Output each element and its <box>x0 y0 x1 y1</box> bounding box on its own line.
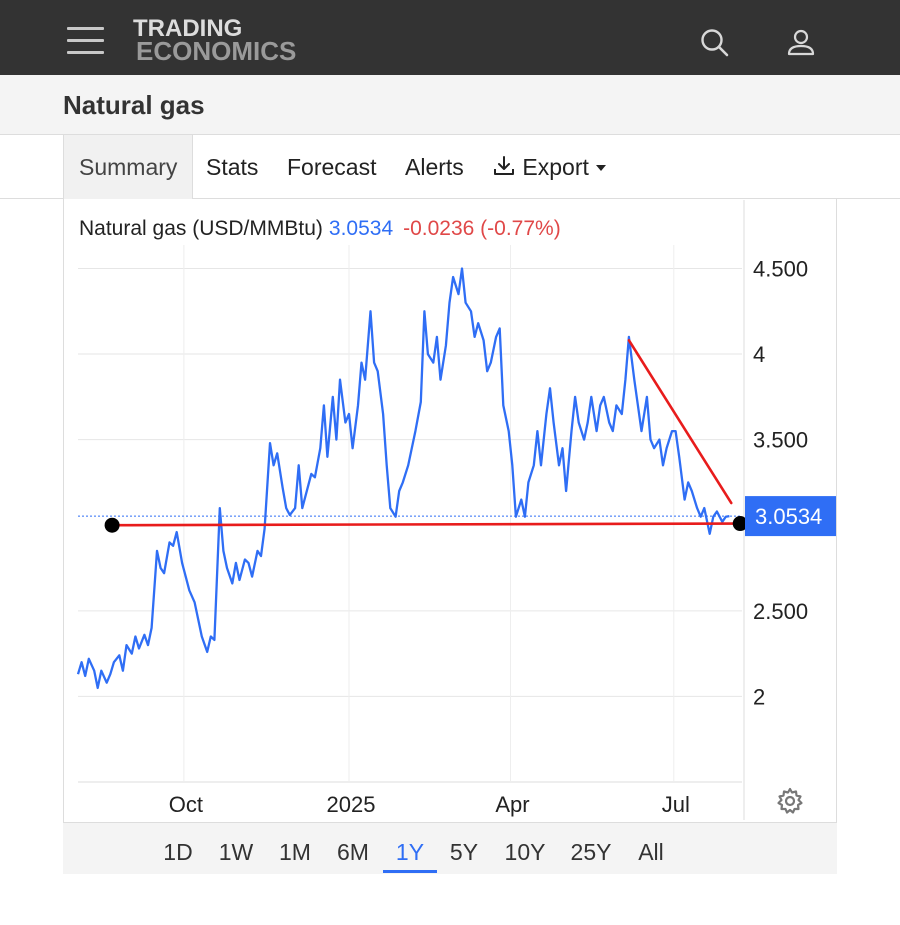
gear-icon[interactable] <box>776 787 804 815</box>
last-price-label: 3.0534 <box>745 496 836 537</box>
last-price-label-bg <box>745 496 836 537</box>
series-line <box>76 267 730 690</box>
logo-line-2: ECONOMICS <box>136 36 297 66</box>
logo-line-1: TRADING <box>133 15 243 42</box>
tab-summary[interactable]: Summary <box>63 135 194 199</box>
x-tick-label: Apr <box>495 792 529 817</box>
y-tick-label: 2 <box>753 684 765 709</box>
download-icon <box>494 156 514 175</box>
x-tick-label: Oct <box>169 792 203 817</box>
top-navigation-bar: TRADING ECONOMICS <box>0 0 900 75</box>
chart-header: Natural gas (USD/MMBtu) 3.0534 -0.0236 (-0… <box>79 217 561 241</box>
caret-down-icon <box>596 165 607 171</box>
y-tick-label: 4.500 <box>753 256 808 281</box>
range-6m[interactable]: 6M <box>337 839 369 865</box>
range-all[interactable]: All <box>638 839 664 865</box>
trendline-1[interactable] <box>110 522 742 527</box>
tab-alerts[interactable]: Alerts <box>405 154 464 180</box>
last-price: 3.0534 <box>328 217 394 240</box>
tab-export[interactable]: Export <box>492 135 607 199</box>
price-change: -0.0236 (-0.77%) <box>403 217 561 240</box>
tab-bar: Summary Stats Forecast Alerts Export <box>0 135 900 199</box>
hamburger-icon[interactable] <box>67 27 104 55</box>
trendline-2[interactable] <box>627 339 733 505</box>
site-logo[interactable]: TRADING ECONOMICS <box>133 15 297 66</box>
x-tick-label: Jul <box>662 792 690 817</box>
trendline-start-marker[interactable] <box>104 517 120 533</box>
range-25y[interactable]: 25Y <box>570 839 612 865</box>
instrument-name: Natural gas (USD/MMBtu) <box>79 217 323 240</box>
last-price-label-text: 3.0534 <box>755 504 822 529</box>
y-tick-label: 4 <box>753 342 765 367</box>
range-1d[interactable]: 1D <box>163 839 193 865</box>
range-5y[interactable]: 5Y <box>449 839 479 865</box>
page-title-bar: Natural gas <box>0 75 900 135</box>
tab-forecast[interactable]: Forecast <box>287 154 377 180</box>
user-icon[interactable] <box>785 27 817 59</box>
range-10y[interactable]: 10Y <box>504 839 546 865</box>
range-1y[interactable]: 1Y <box>383 823 437 873</box>
y-tick-label: 2.500 <box>753 599 808 624</box>
search-icon[interactable] <box>699 27 731 59</box>
page-title: Natural gas <box>63 90 205 120</box>
tab-stats[interactable]: Stats <box>206 154 259 180</box>
trendline-end-marker[interactable] <box>732 516 748 532</box>
y-tick-label: 3.500 <box>753 428 808 453</box>
range-1w[interactable]: 1W <box>218 839 254 865</box>
tab-export-label: Export <box>522 154 589 180</box>
range-selector: 1D 1W 1M 6M 1Y 5Y 10Y 25Y All <box>63 822 837 874</box>
range-1m[interactable]: 1M <box>279 839 311 865</box>
x-tick-label: 2025 <box>327 792 376 817</box>
